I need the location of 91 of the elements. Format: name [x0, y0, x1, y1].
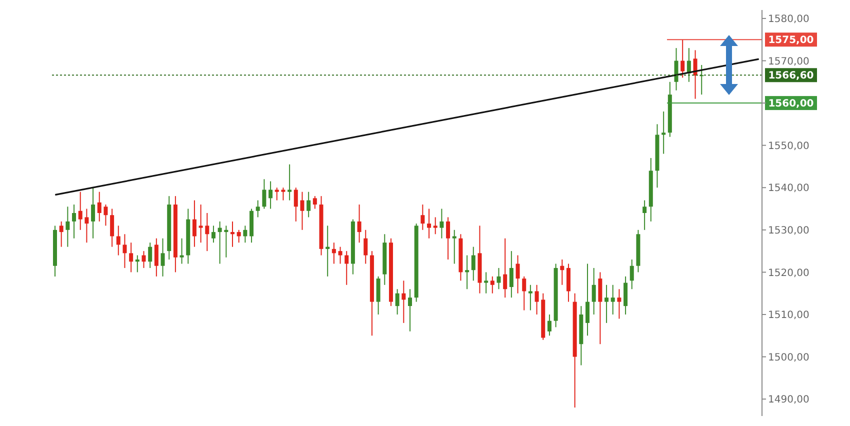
candlestick	[78, 191, 82, 230]
candlestick	[522, 276, 526, 311]
candlestick	[91, 187, 96, 239]
candlestick	[560, 259, 564, 286]
candlestick	[148, 242, 152, 268]
candlestick	[547, 314, 552, 336]
y-tick-label: 1510,00	[768, 310, 810, 322]
candlestick	[357, 204, 362, 244]
candlestick	[471, 246, 476, 282]
ref-line-label: 1575,00	[768, 35, 814, 46]
ref-line-label: 1566,60	[768, 70, 814, 82]
candlestick	[326, 225, 330, 277]
candlestick	[116, 225, 120, 256]
candlestick	[509, 250, 514, 298]
candlestick	[160, 238, 165, 277]
candlestick	[446, 216, 450, 260]
candlestick	[592, 267, 596, 315]
candlestick	[236, 229, 241, 244]
candlestick	[680, 39, 685, 78]
candlestick	[617, 288, 622, 320]
candlestick	[66, 206, 70, 248]
candlestick	[332, 242, 336, 264]
candlestick	[642, 200, 647, 230]
candlestick	[427, 208, 432, 239]
candlestick	[154, 238, 158, 277]
candlestick	[503, 238, 508, 298]
candlestick	[598, 272, 602, 345]
candlestick	[224, 225, 228, 258]
candlestick	[586, 263, 590, 336]
y-tick-label: 1490,00	[768, 394, 810, 406]
candlestick	[256, 200, 260, 218]
candlestick	[192, 200, 196, 248]
candlestick	[630, 259, 634, 290]
candlestick	[84, 208, 89, 244]
candlestick	[484, 272, 488, 294]
candlestick	[300, 191, 304, 230]
y-tick-label: 1550,00	[768, 140, 810, 152]
candlestick	[180, 238, 184, 264]
candlestick	[104, 204, 108, 226]
candlestick	[534, 284, 539, 315]
candlestick	[218, 220, 222, 264]
candlestick	[59, 220, 64, 248]
candlestick	[262, 178, 266, 210]
candlestick	[624, 276, 628, 315]
candlestick	[230, 220, 234, 248]
candlestick	[312, 196, 317, 210]
candlestick	[72, 204, 76, 239]
candlestick	[420, 204, 425, 230]
candlestick	[566, 263, 570, 302]
candlestick	[288, 164, 292, 201]
candlestick	[344, 250, 349, 286]
candlestick	[274, 187, 279, 201]
y-tick-label: 1580,00	[768, 14, 810, 26]
candlestick	[338, 246, 342, 264]
y-tick-label: 1520,00	[768, 268, 810, 279]
candlestick	[129, 242, 134, 273]
candlestick	[268, 180, 273, 210]
candlestick	[281, 187, 286, 201]
candlestick	[516, 254, 520, 294]
candlestick	[408, 288, 412, 332]
candlestick	[662, 111, 666, 154]
candlestick	[211, 225, 216, 244]
candlestick	[306, 191, 311, 218]
candlestick	[496, 267, 501, 290]
candlestick	[452, 229, 456, 264]
candlestick	[674, 48, 678, 91]
candlestick	[122, 234, 127, 268]
candlestick	[97, 191, 102, 222]
candlestick	[610, 284, 615, 315]
candlestick	[490, 276, 494, 294]
candlestick	[205, 212, 210, 252]
candlestick	[135, 254, 140, 273]
ref-line-label: 1560,00	[768, 98, 814, 110]
y-tick-label: 1570,00	[768, 56, 810, 68]
candlestick	[402, 280, 406, 324]
candlestick	[604, 284, 609, 324]
candlestick	[294, 187, 298, 222]
candlestick	[243, 225, 248, 244]
candlestick	[433, 216, 438, 235]
y-tick-label: 1530,00	[768, 225, 810, 236]
y-tick-label: 1500,00	[768, 352, 810, 364]
candlestick	[528, 284, 532, 311]
candlestick	[440, 208, 444, 239]
candlestick	[364, 229, 368, 264]
candlestick	[198, 204, 203, 244]
candlestick	[465, 254, 470, 290]
candlestick	[376, 276, 380, 315]
y-tick-label: 1540,00	[768, 183, 810, 194]
candlestick	[142, 250, 146, 268]
candlestick	[395, 288, 400, 315]
candlestick	[110, 208, 114, 248]
